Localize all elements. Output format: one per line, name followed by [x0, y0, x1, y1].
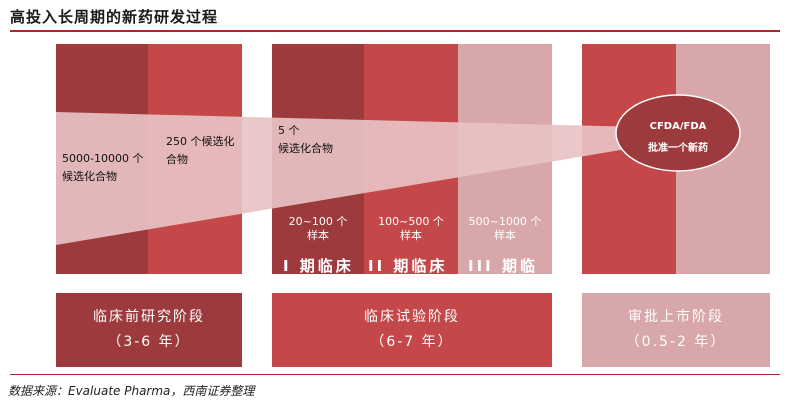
- phase-name-approval: 审批上市阶段: [628, 309, 724, 325]
- source-note: 数据来源：Evaluate Pharma，西南证券整理: [8, 384, 255, 398]
- preclinical-mid-count: 250 个候选化 合物: [166, 135, 235, 166]
- phase2-sample: 100~500 个 样本: [378, 215, 444, 242]
- footer-divider: [10, 374, 780, 375]
- approval-circle-label: CFDA/FDA 批准一个新药: [648, 121, 708, 154]
- phase1-sample: 20~100 个 样本: [288, 215, 348, 242]
- phase3-label: III 期临: [468, 257, 538, 275]
- phase-block-preclinical: 临床前研究阶段 （3-6 年）: [56, 293, 242, 367]
- phase-block-approval: 审批上市阶段 （0.5-2 年）: [582, 293, 770, 367]
- funnel-wedge: [56, 112, 680, 245]
- phase2-label: II 期临床: [368, 257, 448, 275]
- clinical-count: 5 个 候选化合物: [278, 124, 333, 155]
- phase3-sample: 500~1000 个 样本: [468, 215, 542, 242]
- phase1-label: I 期临床: [283, 257, 354, 275]
- phase-duration-clinical: （6-7 年）: [370, 334, 454, 350]
- preclinical-count: 5000-10000 个 候选化合物: [62, 152, 144, 183]
- approval-circle: [615, 94, 741, 172]
- title-divider: [10, 30, 780, 32]
- phase-name-preclinical: 临床前研究阶段: [93, 309, 205, 325]
- phase-duration-preclinical: （3-6 年）: [107, 334, 191, 350]
- page-title: 高投入长周期的新药研发过程: [10, 8, 219, 26]
- phase-block-clinical: 临床试验阶段 （6-7 年）: [272, 293, 552, 367]
- phase-duration-approval: （0.5-2 年）: [625, 334, 727, 350]
- phase-name-clinical: 临床试验阶段: [364, 309, 460, 325]
